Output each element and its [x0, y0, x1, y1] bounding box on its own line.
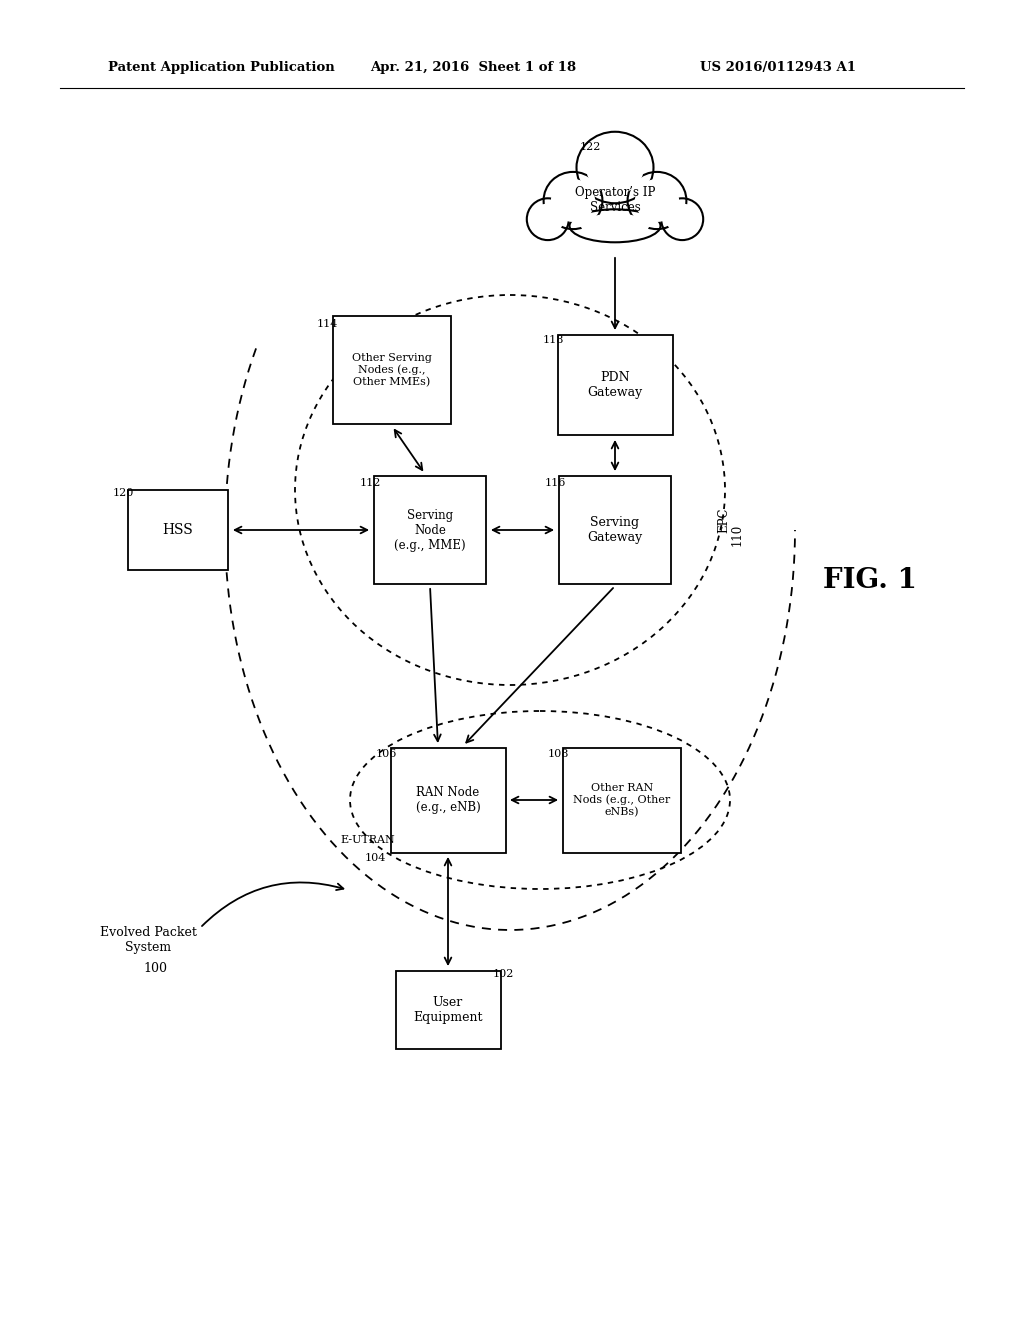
Bar	[557, 335, 673, 436]
Ellipse shape	[526, 198, 568, 240]
Text: FIG. 1: FIG. 1	[823, 566, 916, 594]
Text: 106: 106	[376, 748, 396, 759]
Bar	[390, 747, 506, 853]
Text: Other Serving
Nodes (e.g.,
Other MMEs): Other Serving Nodes (e.g., Other MMEs)	[352, 352, 432, 387]
Text: 108: 108	[547, 748, 568, 759]
Text: Apr. 21, 2016  Sheet 1 of 18: Apr. 21, 2016 Sheet 1 of 18	[370, 62, 577, 74]
Text: 118: 118	[543, 335, 563, 345]
Ellipse shape	[662, 198, 703, 240]
Text: E-UTRAN: E-UTRAN	[341, 836, 395, 845]
Bar	[559, 477, 671, 583]
Text: HSS: HSS	[163, 523, 194, 537]
Text: Other RAN
Nods (e.g., Other
eNBs): Other RAN Nods (e.g., Other eNBs)	[573, 783, 671, 817]
Text: 104: 104	[365, 853, 386, 863]
Ellipse shape	[551, 180, 595, 222]
Text: 110: 110	[730, 524, 743, 546]
Ellipse shape	[581, 214, 649, 238]
Ellipse shape	[577, 132, 653, 203]
Ellipse shape	[635, 180, 679, 222]
Ellipse shape	[586, 141, 644, 194]
Bar	[128, 490, 228, 570]
Text: 100: 100	[143, 961, 167, 974]
Text: 120: 120	[113, 488, 134, 498]
Text: 116: 116	[545, 478, 565, 488]
Text: Evolved Packet
System: Evolved Packet System	[99, 927, 197, 954]
Text: Serving
Gateway: Serving Gateway	[588, 516, 643, 544]
Ellipse shape	[569, 210, 660, 243]
Ellipse shape	[544, 172, 602, 230]
Bar	[333, 315, 451, 424]
Ellipse shape	[628, 172, 686, 230]
Text: Patent Application Publication: Patent Application Publication	[108, 62, 335, 74]
Text: User
Equipment: User Equipment	[414, 997, 482, 1024]
Bar	[395, 972, 501, 1049]
Ellipse shape	[532, 203, 563, 235]
Bar	[563, 747, 681, 853]
Text: 102: 102	[493, 969, 514, 979]
Text: Serving
Node
(e.g., MME): Serving Node (e.g., MME)	[394, 508, 466, 552]
Text: Operator’s IP
Services: Operator’s IP Services	[574, 186, 655, 214]
Ellipse shape	[667, 203, 698, 235]
Text: 114: 114	[316, 319, 338, 329]
Text: RAN Node
(e.g., eNB): RAN Node (e.g., eNB)	[416, 785, 480, 814]
Text: 112: 112	[359, 478, 381, 488]
Bar	[374, 477, 486, 583]
Text: 122: 122	[580, 143, 601, 152]
Text: EPC: EPC	[718, 507, 730, 533]
Text: US 2016/0112943 A1: US 2016/0112943 A1	[700, 62, 856, 74]
Text: PDN
Gateway: PDN Gateway	[588, 371, 643, 399]
